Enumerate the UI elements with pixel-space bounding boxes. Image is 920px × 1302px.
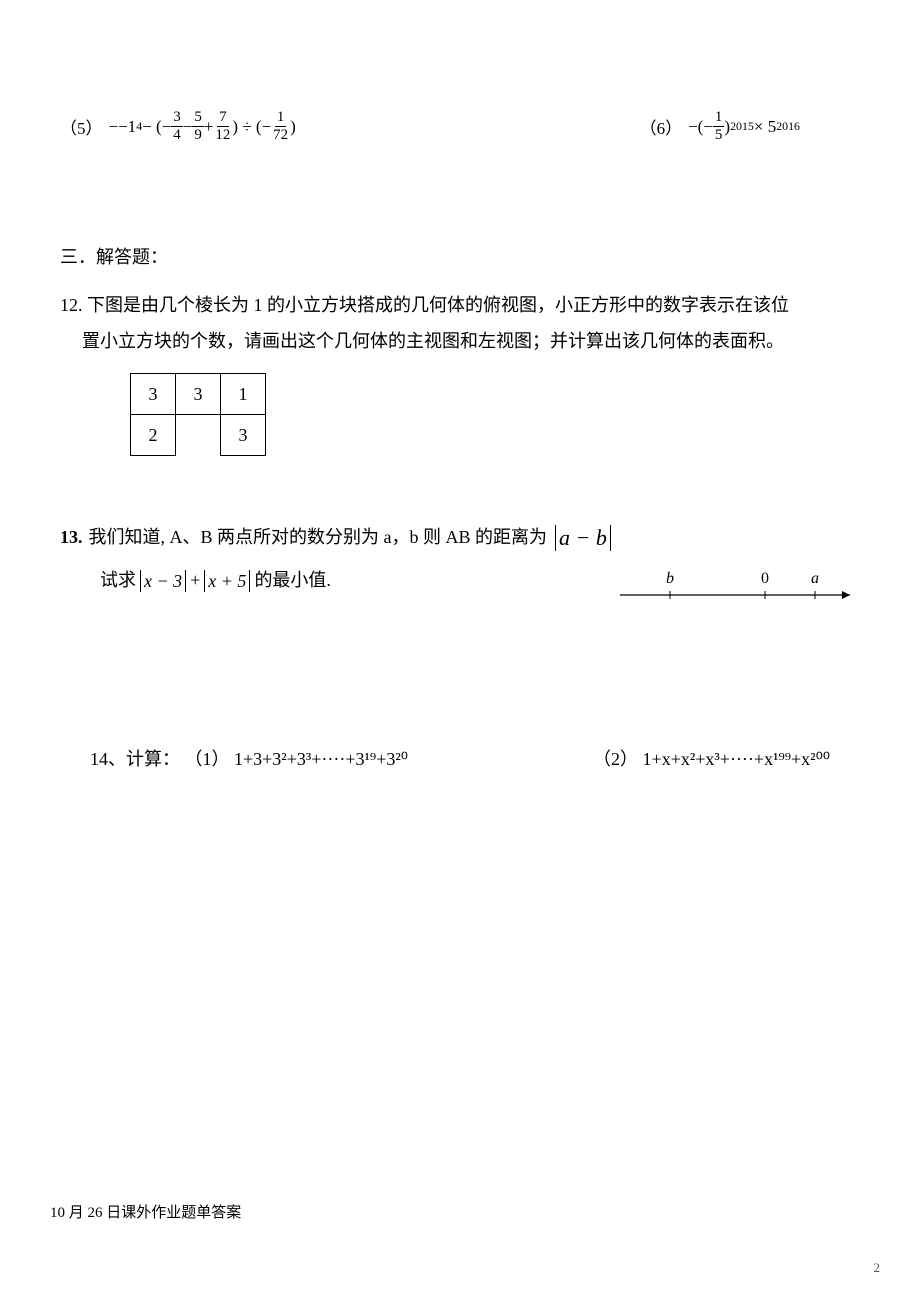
p5-minus: − bbox=[183, 117, 193, 137]
nl-label-a: a bbox=[811, 570, 819, 587]
q13-plus: + bbox=[190, 559, 200, 602]
p6-times: × 5 bbox=[754, 117, 776, 137]
problem-6-expr: −(− 15 )2015 × 52016 bbox=[688, 110, 800, 143]
p5-prefix: −−1 bbox=[109, 117, 137, 137]
section-3-title: 三．解答题： bbox=[60, 243, 860, 269]
q13-abs-ab: a − b bbox=[555, 525, 611, 551]
problem-5-label: （5） bbox=[60, 114, 103, 139]
page-container: （5） −−14 − (− 34 − 59 + 712 ) ÷ (− 172 )… bbox=[0, 0, 920, 1300]
q13-abs1: x − 3 bbox=[140, 570, 186, 592]
q12-line1: 12. 下图是由几个棱长为 1 的小立方块搭成的几何体的俯视图，小正方形中的数字… bbox=[60, 295, 789, 315]
p5-plus: + bbox=[204, 117, 214, 137]
p6-frac1: 15 bbox=[713, 110, 725, 143]
p5-frac1: 34 bbox=[171, 110, 183, 143]
nl-label-b: b bbox=[666, 570, 674, 587]
p5-frac4: 172 bbox=[271, 110, 290, 143]
q14-part1: 14、计算： （1） 1+3+3²+3³+····+3¹⁹+3²⁰ bbox=[90, 745, 408, 771]
q13-text1: 我们知道, A、B 两点所对的数分别为 a，b 则 AB 的距离为 bbox=[89, 516, 548, 559]
q13-pre: 试求 bbox=[100, 559, 136, 602]
p6-exp2: 2016 bbox=[776, 119, 800, 134]
p5-close: ) bbox=[290, 117, 296, 137]
question-14: 14、计算： （1） 1+3+3²+3³+····+3¹⁹+3²⁰ （2） 1+… bbox=[60, 745, 860, 771]
p5-closediv: ) ÷ (− bbox=[232, 117, 271, 137]
cell-0-0: 3 bbox=[131, 374, 176, 415]
cell-1-0: 2 bbox=[131, 415, 176, 456]
question-12: 12. 下图是由几个棱长为 1 的小立方块搭成的几何体的俯视图，小正方形中的数字… bbox=[60, 287, 860, 359]
p6-exp1: 2015 bbox=[730, 119, 754, 134]
q14-part1-label: （1） bbox=[185, 749, 230, 769]
cell-1-2: 3 bbox=[221, 415, 266, 456]
cell-1-1-empty bbox=[176, 415, 221, 456]
problem-6: （6） −(− 15 )2015 × 52016 bbox=[640, 110, 800, 143]
p5-frac2: 59 bbox=[192, 110, 204, 143]
q14-part1-expr: 1+3+3²+3³+····+3¹⁹+3²⁰ bbox=[234, 749, 408, 769]
q12-line2: 置小立方块的个数，请画出这个几何体的主视图和左视图；并计算出该几何体的表面积。 bbox=[60, 323, 860, 359]
footer-text: 10 月 26 日课外作业题单答案 bbox=[50, 1201, 241, 1222]
page-number: 2 bbox=[874, 1260, 881, 1276]
q14-part2-label: （2） bbox=[593, 749, 638, 769]
problem-5-expr: −−14 − (− 34 − 59 + 712 ) ÷ (− 172 ) bbox=[109, 110, 296, 143]
problem-6-label: （6） bbox=[640, 114, 683, 139]
nl-label-0: 0 bbox=[761, 570, 769, 587]
cell-0-2: 1 bbox=[221, 374, 266, 415]
p6-prefix: −(− bbox=[688, 117, 713, 137]
cell-0-1: 3 bbox=[176, 374, 221, 415]
q14-label: 14、计算： bbox=[90, 749, 180, 769]
problem-5: （5） −−14 − (− 34 − 59 + 712 ) ÷ (− 172 ) bbox=[60, 110, 296, 143]
question-13: 13. 我们知道, A、B 两点所对的数分别为 a，b 则 AB 的距离为 a … bbox=[60, 516, 860, 605]
q13-row2: 试求 x − 3 + x + 5 的最小值. b 0 a bbox=[60, 559, 860, 605]
q14-part2-expr: 1+x+x²+x³+····+x¹⁹⁹+x²⁰⁰ bbox=[643, 749, 830, 769]
p5-open: − (− bbox=[142, 117, 171, 137]
q13-min-expr: 试求 x − 3 + x + 5 的最小值. bbox=[60, 559, 331, 602]
q12-top-view-table: 3 3 1 2 3 bbox=[130, 373, 266, 456]
table-row: 3 3 1 bbox=[131, 374, 266, 415]
q13-row1: 13. 我们知道, A、B 两点所对的数分别为 a，b 则 AB 的距离为 a … bbox=[60, 516, 860, 559]
table-row: 2 3 bbox=[131, 415, 266, 456]
q13-post: 的最小值. bbox=[254, 559, 331, 602]
q14-part2: （2） 1+x+x²+x³+····+x¹⁹⁹+x²⁰⁰ bbox=[593, 745, 830, 771]
p5-frac3: 712 bbox=[213, 110, 232, 143]
q13-number: 13. bbox=[60, 516, 83, 559]
number-line-svg: b 0 a bbox=[620, 565, 860, 605]
q13-abs2: x + 5 bbox=[204, 570, 250, 592]
top-problems-row: （5） −−14 − (− 34 − 59 + 712 ) ÷ (− 172 )… bbox=[60, 110, 860, 143]
